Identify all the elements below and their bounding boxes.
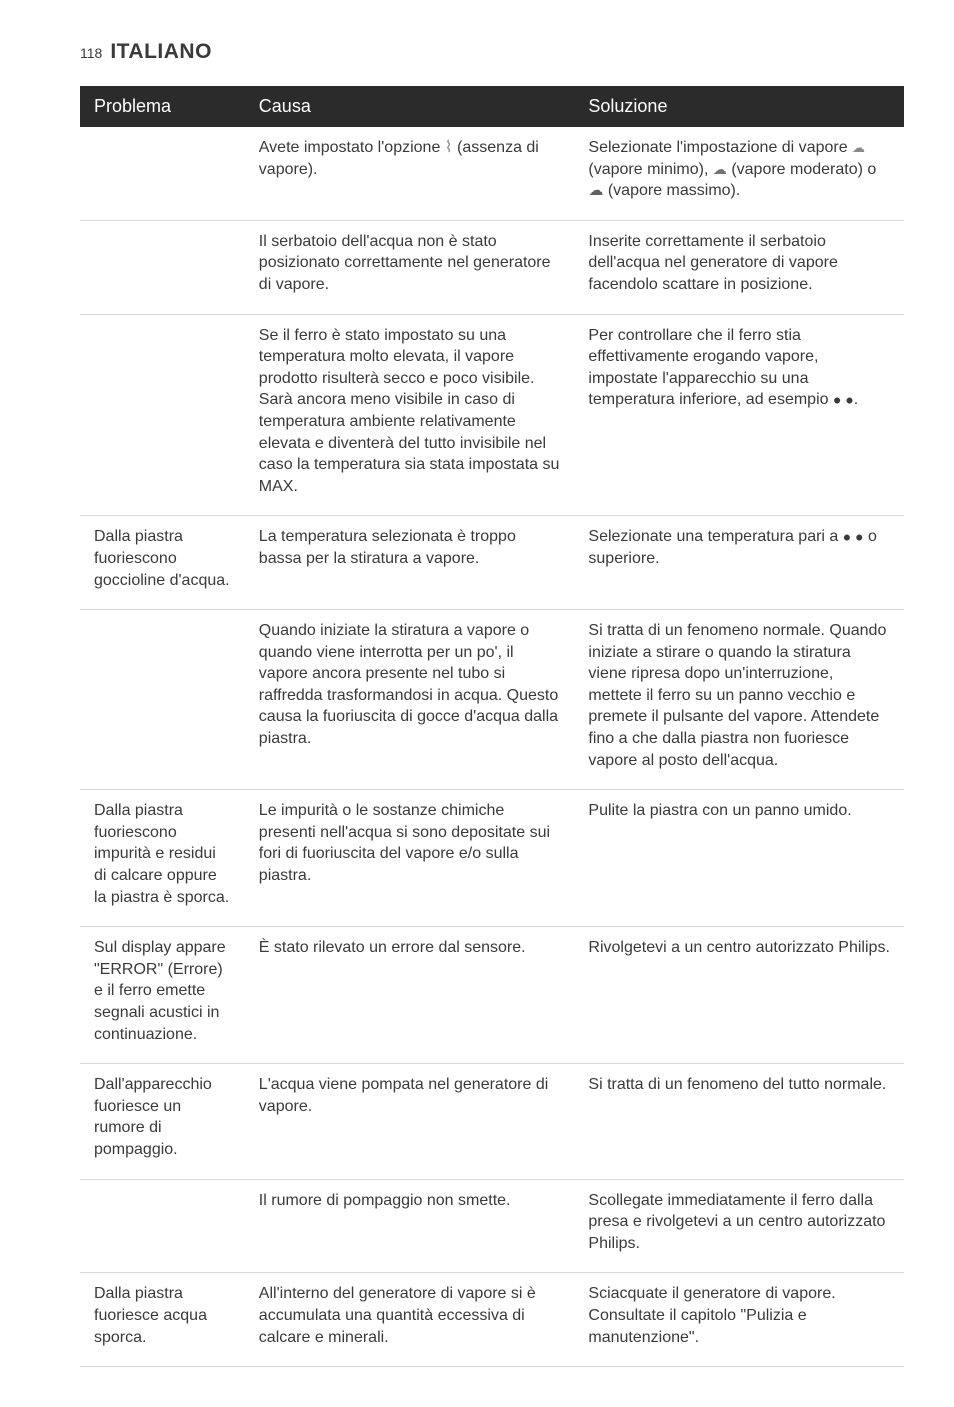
cell-cause: Il serbatoio dell'acqua non è stato posi… (245, 220, 575, 314)
cell-cause: Avete impostato l'opzione (assenza di va… (245, 127, 575, 220)
text-fragment: (vapore minimo), (588, 161, 712, 178)
cell-solution: Si tratta di un fenomeno normale. Quando… (574, 610, 904, 790)
text-fragment: Per controllare che il ferro stia effett… (588, 327, 833, 409)
cell-problem: Dalla piastra fuoriescono goccioline d'a… (80, 516, 245, 610)
text-fragment: (vapore moderato) o (727, 161, 876, 178)
cell-cause: Le impurità o le sostanze chimiche prese… (245, 790, 575, 927)
table-row: Dalla piastra fuoriescono goccioline d'a… (80, 516, 904, 610)
page-title: ITALIANO (110, 40, 212, 64)
no-steam-icon (445, 139, 453, 156)
cell-solution: Scollegate immediatamente il ferro dalla… (574, 1179, 904, 1273)
table-header: Problema Causa Soluzione (80, 86, 904, 127)
cell-solution: Inserite correttamente il serbatoio dell… (574, 220, 904, 314)
cell-problem: Dalla piastra fuoriescono impurità e res… (80, 790, 245, 927)
table-row: Sul display appare "ERROR" (Errore) e il… (80, 927, 904, 1064)
table-row: Quando iniziate la stiratura a vapore o … (80, 610, 904, 790)
text-fragment: Selezionate una temperatura pari a (588, 528, 842, 545)
page-root: 118 ITALIANO Problema Causa Soluzione Av… (0, 0, 954, 1407)
col-header-cause: Causa (245, 86, 575, 127)
cell-solution: Rivolgetevi a un centro autorizzato Phil… (574, 927, 904, 1064)
cell-cause: Il rumore di pompaggio non smette. (245, 1179, 575, 1273)
cell-problem (80, 314, 245, 516)
cell-problem: Dall'apparecchio fuoriesce un rumore di … (80, 1064, 245, 1179)
page-header: 118 ITALIANO (80, 40, 904, 64)
cell-solution: Selezionate l'impostazione di vapore (va… (574, 127, 904, 220)
cell-problem: Dalla piastra fuoriesce acqua sporca. (80, 1273, 245, 1367)
cell-solution: Selezionate una temperatura pari a ● ● o… (574, 516, 904, 610)
cell-problem (80, 1179, 245, 1273)
text-fragment: Avete impostato l'opzione (259, 139, 445, 156)
temperature-dots-icon: ● ● (843, 529, 864, 545)
table-row: Dalla piastra fuoriescono impurità e res… (80, 790, 904, 927)
cell-problem: Sul display appare "ERROR" (Errore) e il… (80, 927, 245, 1064)
cell-cause: La temperatura selezionata è troppo bass… (245, 516, 575, 610)
text-fragment: Selezionate l'impostazione di vapore (588, 139, 852, 156)
cell-cause: Quando iniziate la stiratura a vapore o … (245, 610, 575, 790)
temperature-dots-icon: ● ● (833, 392, 854, 408)
text-fragment: . (854, 391, 858, 408)
table-row: Dalla piastra fuoriesce acqua sporca. Al… (80, 1273, 904, 1367)
cell-cause: All'interno del generatore di vapore si … (245, 1273, 575, 1367)
steam-mid-icon (713, 161, 727, 178)
table-row: Il rumore di pompaggio non smette. Scoll… (80, 1179, 904, 1273)
cell-solution: Si tratta di un fenomeno del tutto norma… (574, 1064, 904, 1179)
cell-problem (80, 220, 245, 314)
cell-cause: È stato rilevato un errore dal sensore. (245, 927, 575, 1064)
steam-min-icon (852, 139, 865, 156)
cell-cause: Se il ferro è stato impostato su una tem… (245, 314, 575, 516)
col-header-solution: Soluzione (574, 86, 904, 127)
steam-max-icon (588, 182, 603, 199)
table-row: Avete impostato l'opzione (assenza di va… (80, 127, 904, 220)
col-header-problem: Problema (80, 86, 245, 127)
cell-problem (80, 610, 245, 790)
cell-solution: Pulite la piastra con un panno umido. (574, 790, 904, 927)
table-row: Il serbatoio dell'acqua non è stato posi… (80, 220, 904, 314)
troubleshoot-table: Problema Causa Soluzione Avete impostato… (80, 86, 904, 1367)
table-row: Se il ferro è stato impostato su una tem… (80, 314, 904, 516)
cell-solution: Per controllare che il ferro stia effett… (574, 314, 904, 516)
table-row: Dall'apparecchio fuoriesce un rumore di … (80, 1064, 904, 1179)
table-body: Avete impostato l'opzione (assenza di va… (80, 127, 904, 1367)
cell-solution: Sciacquate il generatore di vapore. Cons… (574, 1273, 904, 1367)
page-number: 118 (80, 45, 102, 61)
cell-cause: L'acqua viene pompata nel generatore di … (245, 1064, 575, 1179)
cell-problem (80, 127, 245, 220)
text-fragment: (vapore massimo). (603, 182, 740, 199)
